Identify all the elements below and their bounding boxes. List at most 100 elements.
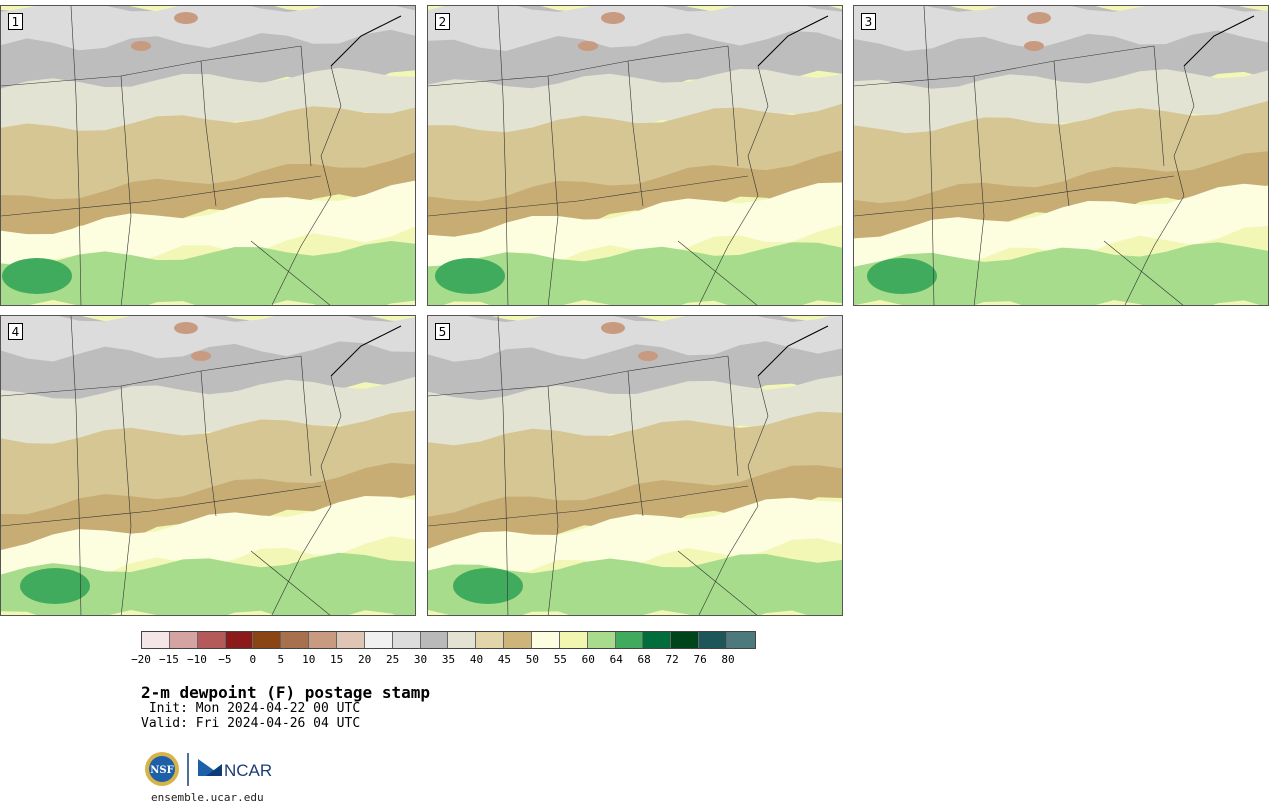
state-boundary [727, 355, 739, 477]
stamp-label: 2 [435, 13, 450, 30]
state-boundary [271, 375, 342, 615]
coastline [330, 15, 402, 67]
init-time: Init: Mon 2024-04-22 00 UTC [141, 701, 361, 716]
state-boundary [677, 550, 758, 615]
state-boundary [1053, 60, 1070, 207]
state-boundary [200, 60, 217, 207]
coastline [757, 15, 829, 67]
colorbar-tick-label: 5 [277, 653, 285, 666]
stamp-label: 5 [435, 323, 450, 340]
dewpoint-zone [1, 106, 415, 218]
colorbar-bin [142, 632, 170, 648]
state-boundary [973, 75, 985, 217]
state-boundary [698, 375, 769, 615]
colorbar-bin [337, 632, 365, 648]
colorbar-tick-label: 72 [665, 653, 679, 666]
colorbar-tick-label: 80 [721, 653, 735, 666]
state-boundary [428, 485, 749, 527]
dewpoint-zone [428, 316, 842, 362]
dewpoint-zone [435, 258, 505, 294]
dewpoint-zone [578, 41, 598, 51]
state-boundary [300, 45, 312, 167]
dewpoint-zone [1, 552, 415, 615]
colorbar-tick-label: −20 [131, 653, 151, 666]
state-boundary [497, 6, 509, 305]
coastline [330, 325, 402, 377]
stamp-panel-3: 3 [853, 5, 1269, 306]
colorbar-bin [392, 632, 421, 648]
dewpoint-zone [1, 180, 415, 274]
stamp-panel-2: 2 [427, 5, 843, 306]
state-boundary [120, 215, 132, 305]
colorbar-bin [281, 632, 310, 648]
site-url[interactable]: ensemble.ucar.edu [151, 791, 264, 804]
state-boundary [1, 175, 322, 217]
colorbar-bin [197, 632, 226, 648]
ncar-logo-icon: NCAR [198, 759, 272, 780]
state-boundary [120, 385, 132, 527]
dewpoint-zone [428, 554, 842, 615]
colorbar-tick-label: 30 [413, 653, 428, 666]
colorbar [141, 631, 756, 649]
state-boundary [70, 316, 82, 615]
colorbar-tick-label: 40 [469, 653, 484, 666]
stamp-panel-5: 5 [427, 315, 843, 616]
state-boundary [973, 215, 985, 305]
dewpoint-zone [428, 497, 842, 579]
state-boundary [1153, 45, 1165, 167]
colorbar-bin [364, 632, 393, 648]
state-boundary [428, 355, 729, 397]
stamp-panel-1: 1 [0, 5, 416, 306]
dewpoint-zone [638, 351, 658, 361]
colorbar-bin [448, 632, 477, 648]
dewpoint-zone [601, 12, 625, 24]
plot-title: 2-m dewpoint (F) postage stamp [141, 683, 430, 702]
colorbar-bin [615, 632, 644, 648]
dewpoint-zone [1027, 12, 1051, 24]
state-boundary [1, 485, 322, 527]
colorbar-bin [253, 632, 282, 648]
dewpoint-map-3 [854, 6, 1268, 305]
colorbar-bin [309, 632, 338, 648]
dewpoint-zone [131, 41, 151, 51]
nsf-logo-icon: NSF [145, 752, 179, 786]
dewpoint-map-5 [428, 316, 842, 615]
dewpoint-zone [428, 6, 842, 51]
colorbar-tick-label: 35 [441, 653, 456, 666]
dewpoint-zone [1, 241, 415, 305]
colorbar-bin [169, 632, 198, 648]
state-boundary [627, 60, 644, 207]
state-boundary [547, 215, 559, 305]
dewpoint-zone [601, 322, 625, 334]
state-boundary [1, 355, 302, 397]
colorbar-tick-label: 64 [609, 653, 623, 666]
state-boundary [1103, 240, 1184, 305]
dewpoint-zone [1024, 41, 1044, 51]
state-boundary [300, 355, 312, 477]
colorbar-tick-label: 76 [693, 653, 707, 666]
colorbar-bin [643, 632, 672, 648]
dewpoint-zone [174, 322, 198, 334]
colorbar-bin [727, 632, 755, 648]
state-boundary [547, 75, 559, 217]
dewpoint-zone [854, 6, 1268, 52]
dewpoint-zone [1, 496, 415, 579]
colorbar-bin [420, 632, 449, 648]
logos: NSF NCAR [144, 750, 274, 794]
coastline [757, 325, 829, 377]
state-boundary [120, 525, 132, 615]
dewpoint-zone [20, 568, 90, 604]
state-boundary [627, 370, 644, 517]
dewpoint-map-1 [1, 6, 415, 305]
state-boundary [428, 45, 729, 87]
dewpoint-zone [854, 183, 1268, 273]
dewpoint-zone [854, 242, 1268, 305]
colorbar-tick-label: 0 [249, 653, 257, 666]
colorbar-tick-label: 25 [385, 653, 400, 666]
colorbar-bin [504, 632, 533, 648]
colorbar-bin [225, 632, 254, 648]
colorbar-tick-label: −5 [218, 653, 232, 666]
dewpoint-zone [191, 351, 211, 361]
colorbar-tick-label: 55 [553, 653, 567, 666]
state-boundary [1, 45, 302, 87]
